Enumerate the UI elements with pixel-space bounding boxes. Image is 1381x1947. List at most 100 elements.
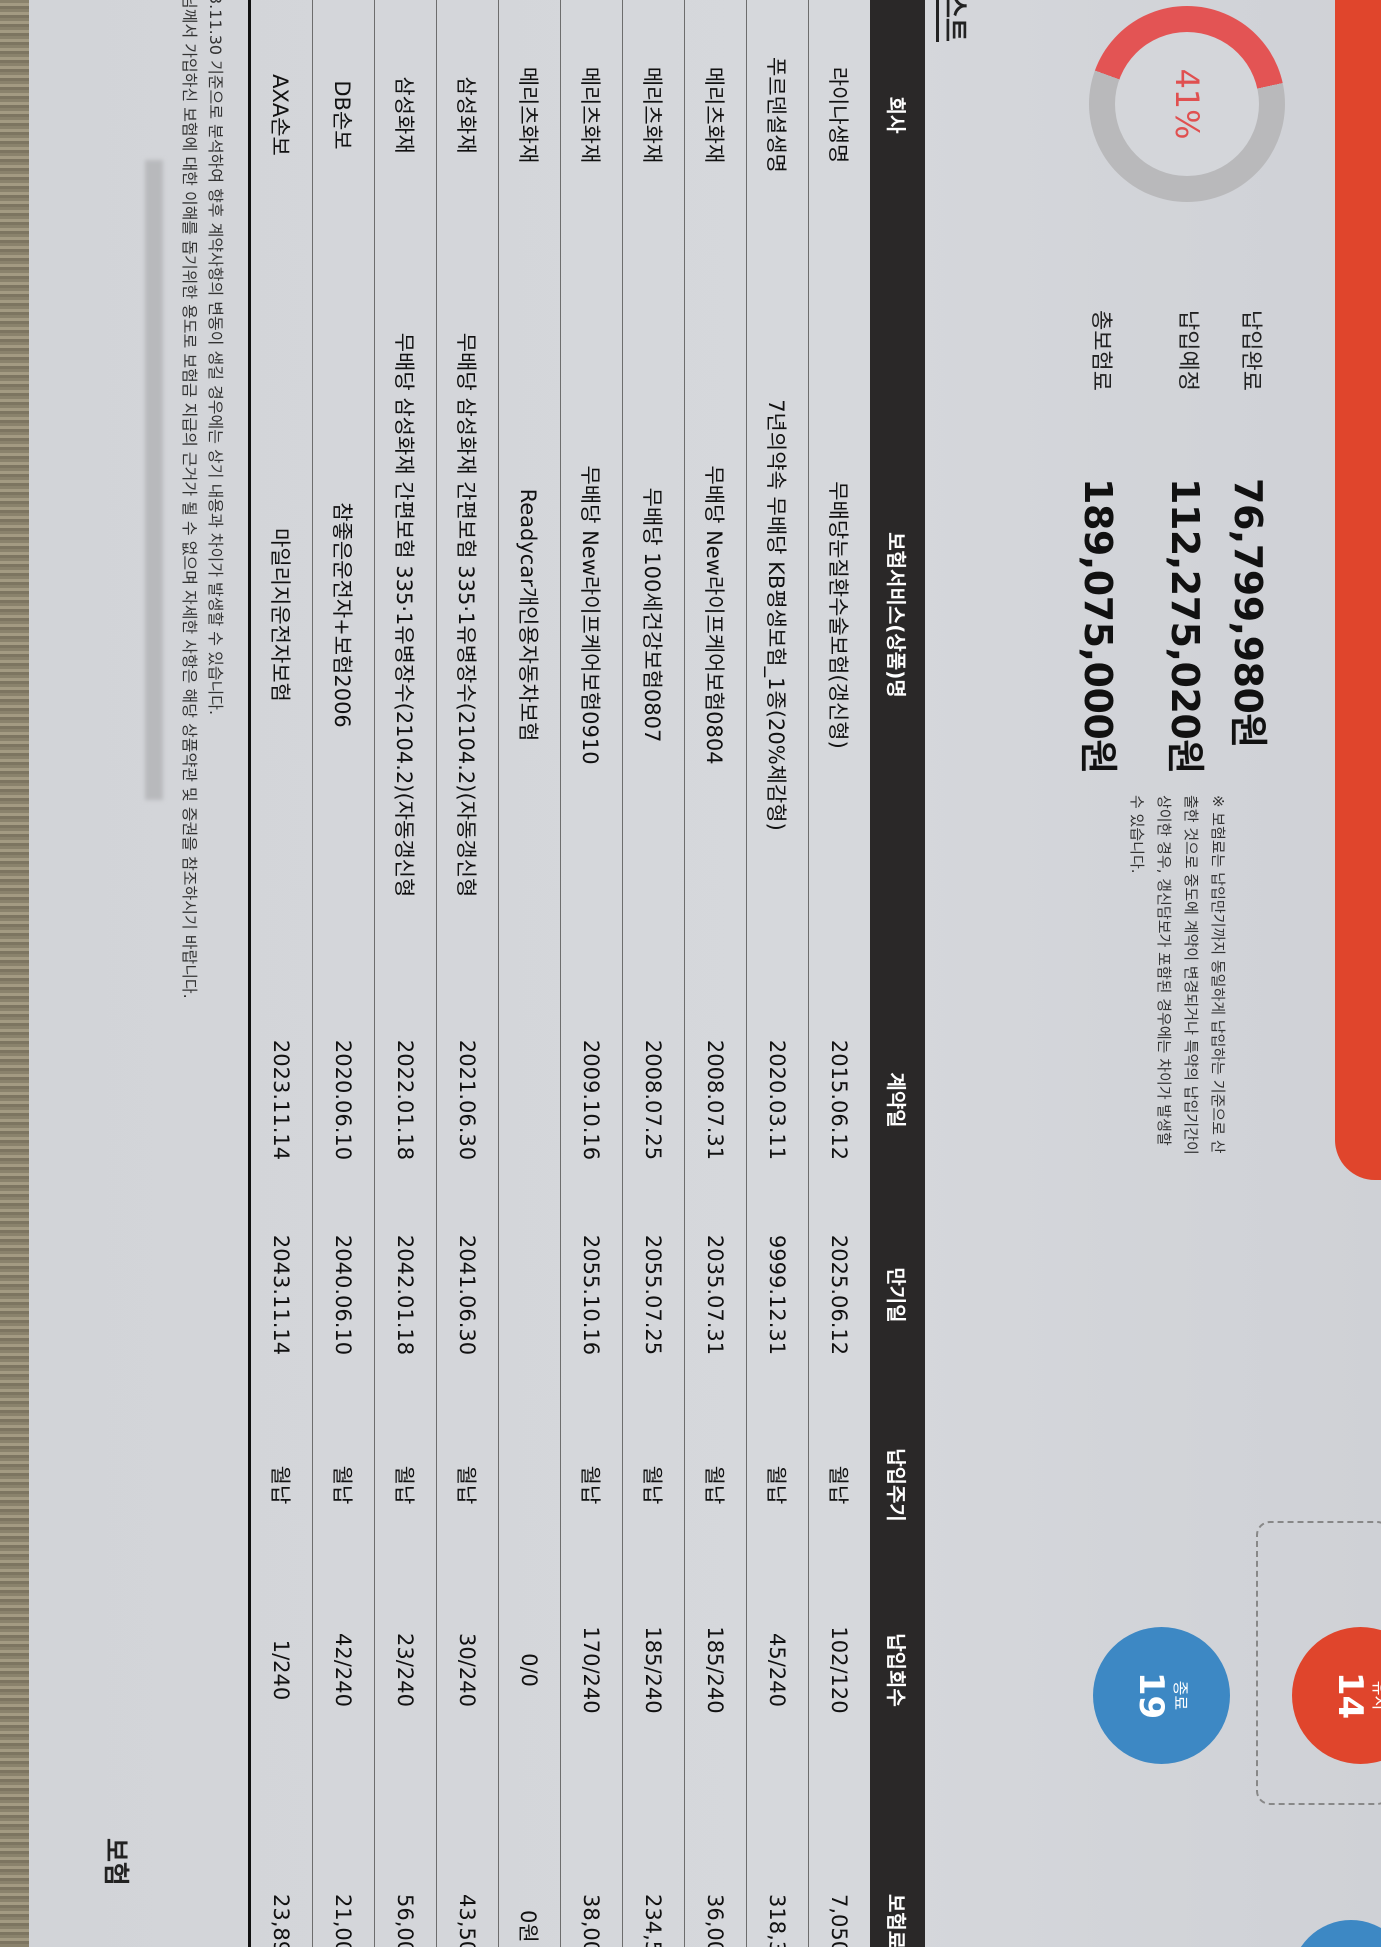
header-maturity-date: 만기일	[870, 1200, 925, 1390]
redacted-area	[145, 160, 163, 800]
cell-company: 메리츠화재	[498, 0, 561, 230]
cell-product: 무배당 삼성화재 간편보험 335·1유병장수(2104.2)(자동갱신형	[374, 230, 437, 1000]
cell-premium: 38,000	[560, 1760, 623, 1947]
header-payment-count: 납입회수	[870, 1580, 925, 1760]
cell-payment-cycle: 월납	[808, 1390, 870, 1580]
cell-contract-date: 2008.07.25	[622, 1000, 685, 1200]
table-row: 메리츠화재 Readycar개인용자동차보험 0/0 0원	[498, 0, 561, 1947]
cell-maturity-date: 2040.06.10	[312, 1200, 375, 1390]
cell-contract-date: 2022.01.18	[374, 1000, 437, 1200]
cell-payment-count: 42/240	[312, 1580, 375, 1760]
cell-payment-count: 102/120	[808, 1580, 870, 1760]
active-label: 유지	[1370, 1680, 1381, 1711]
table-row: 메리츠화재 무배당 100세건강보험0807 2008.07.25 2055.07.2…	[622, 0, 685, 1947]
cell-premium: 7,050	[808, 1760, 870, 1947]
cell-company: 라이나생명	[808, 0, 870, 230]
cell-contract-date: 2009.10.16	[560, 1000, 623, 1200]
cell-payment-cycle: 월납	[249, 1390, 313, 1580]
cell-premium: 23,890	[249, 1760, 313, 1947]
cell-contract-date	[498, 1000, 561, 1200]
cell-maturity-date: 2055.10.16	[560, 1200, 623, 1390]
cell-company: 메리츠화재	[560, 0, 623, 230]
total-label: 총보험료	[1088, 310, 1113, 391]
cell-product: 무배당 100세건강보험0807	[622, 230, 685, 1000]
cell-maturity-date: 9999.12.31	[746, 1200, 809, 1390]
payment-progress-donut: 41%	[1089, 6, 1285, 202]
cell-contract-date: 2020.03.11	[746, 1000, 809, 1200]
table-row: 삼성화재 무배당 삼성화재 간편보험 335·1유병장수(2104.2)(자동갱신…	[374, 0, 437, 1947]
cell-product: 7년의약속 무배당 KB평생보험_1종(20%체감형)	[746, 230, 809, 1000]
header-premium: 보험료	[870, 1760, 925, 1947]
footnote-1: 3.11.30 기준으로 분석하여 향후 계약사항의 변동이 생길 경우에는 상…	[206, 0, 225, 716]
cell-payment-count: 185/240	[622, 1580, 685, 1760]
cell-company: 푸르덴셜생명	[746, 0, 809, 230]
table-row: 삼성화재 무배당 삼성화재 간편보험 335·1유병장수(2104.2)(자동갱신…	[436, 0, 499, 1947]
paid-label: 납입완료	[1238, 310, 1263, 391]
cell-payment-count: 45/240	[746, 1580, 809, 1760]
cell-company: 삼성화재	[374, 0, 437, 230]
header-product: 보험서비스(상품)명	[870, 230, 925, 1000]
cell-maturity-date: 2041.06.30	[436, 1200, 499, 1390]
cell-payment-count: 1/240	[249, 1580, 313, 1760]
cell-company: 삼성화재	[436, 0, 499, 230]
cell-payment-count: 30/240	[436, 1580, 499, 1760]
cell-product: 무배당 New라이프케어보험0804	[684, 230, 747, 1000]
header-company: 회사	[870, 0, 925, 230]
cell-payment-count: 23/240	[374, 1580, 437, 1760]
cell-contract-date: 2015.06.12	[808, 1000, 870, 1200]
cell-premium: 318,34	[746, 1760, 809, 1947]
cell-payment-cycle: 월납	[746, 1390, 809, 1580]
header-payment-cycle: 납입주기	[870, 1390, 925, 1580]
cell-product: 무배당 삼성화재 간편보험 335·1유병장수(2104.2)(자동갱신형	[436, 230, 499, 1000]
cell-payment-cycle: 월납	[374, 1390, 437, 1580]
cell-product: 참좋은운전자+보험2006	[312, 230, 375, 1000]
cell-product: 무배당 New라이프케어보험0910	[560, 230, 623, 1000]
cell-maturity-date: 2025.06.12	[808, 1200, 870, 1390]
table-row: 메리츠화재 무배당 New라이프케어보험0910 2009.10.16 2055.10…	[560, 0, 623, 1947]
cell-product: 마일리지운전자보험	[249, 230, 313, 1000]
cell-maturity-date	[498, 1200, 561, 1390]
cell-payment-cycle: 월납	[312, 1390, 375, 1580]
cell-company: DB손보	[312, 0, 375, 230]
table-row: DB손보 참좋은운전자+보험2006 2020.06.10 2040.06.10 월납 4…	[312, 0, 375, 1947]
table-row: 라이나생명 무배당눈질환수술보험(갱신형) 2015.06.12 2025.06.12…	[808, 0, 870, 1947]
cell-premium: 56,000	[374, 1760, 437, 1947]
cell-payment-cycle	[498, 1390, 561, 1580]
contracts-table: 회사 보험서비스(상품)명 계약일 만기일 납입주기 납입회수 보험료 라이나생…	[248, 0, 925, 1947]
ended-count-badge: 종료 19	[1093, 1627, 1230, 1764]
cell-maturity-date: 2035.07.31	[684, 1200, 747, 1390]
desk-background	[0, 0, 29, 1947]
cell-product: Readycar개인용자동차보험	[498, 230, 561, 1000]
scheduled-value: 112,275,020원	[1163, 478, 1207, 774]
cell-payment-cycle: 월납	[560, 1390, 623, 1580]
bottom-heading: 보험	[100, 1838, 130, 1886]
section-title: 스트	[936, 0, 969, 42]
cell-maturity-date: 2055.07.25	[622, 1200, 685, 1390]
table-header-row: 회사 보험서비스(상품)명 계약일 만기일 납입주기 납입회수 보험료	[870, 0, 925, 1947]
cell-maturity-date: 2042.01.18	[374, 1200, 437, 1390]
total-value: 189,075,000원	[1076, 478, 1120, 774]
table-row: AXA손보 마일리지운전자보험 2023.11.14 2043.11.14 월납 1/24…	[249, 0, 313, 1947]
cell-contract-date: 2023.11.14	[249, 1000, 313, 1200]
cell-contract-date: 2020.06.10	[312, 1000, 375, 1200]
ended-value: 19	[1131, 1671, 1172, 1720]
cell-company: 메리츠화재	[622, 0, 685, 230]
cell-payment-count: 0/0	[498, 1580, 561, 1760]
active-value: 14	[1330, 1671, 1371, 1720]
cell-contract-date: 2008.07.31	[684, 1000, 747, 1200]
progress-percent-label: 41%	[1168, 68, 1206, 140]
cell-company: AXA손보	[249, 0, 313, 230]
table-row: 메리츠화재 무배당 New라이프케어보험0804 2008.07.31 2035.07…	[684, 0, 747, 1947]
cell-premium: 234,59	[622, 1760, 685, 1947]
cell-maturity-date: 2043.11.14	[249, 1200, 313, 1390]
header-contract-date: 계약일	[870, 1000, 925, 1200]
premium-note: ※ 보험료는 납입만기까지 동일하게 납입하는 기준으로 산출한 것으로 중도에…	[1128, 795, 1227, 1155]
cell-contract-date: 2021.06.30	[436, 1000, 499, 1200]
cell-payment-cycle: 월납	[684, 1390, 747, 1580]
ended-label: 종료	[1171, 1680, 1191, 1711]
scheduled-label: 납입예정	[1175, 310, 1200, 391]
table-row: 푸르덴셜생명 7년의약속 무배당 KB평생보험_1종(20%체감형) 2020.03…	[746, 0, 809, 1947]
cell-premium: 36,000	[684, 1760, 747, 1947]
cell-premium: 0원	[498, 1760, 561, 1947]
